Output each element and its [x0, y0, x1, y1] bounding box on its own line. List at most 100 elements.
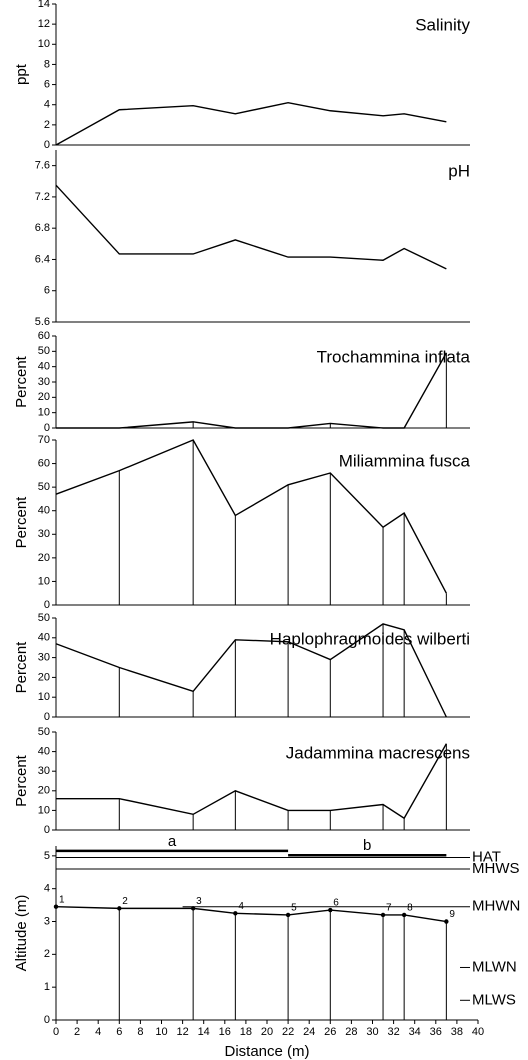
y-tick-label: 14 — [38, 0, 50, 10]
y-axis-label: ppt — [13, 63, 30, 85]
x-axis-label: Distance (m) — [224, 1043, 309, 1060]
y-tick-label: 30 — [38, 765, 50, 777]
station-label: 9 — [449, 909, 455, 920]
station-label: 6 — [333, 898, 339, 909]
x-tick-label: 36 — [430, 1026, 442, 1038]
station-point — [380, 912, 386, 918]
y-tick-label: 2 — [44, 948, 50, 960]
y-tick-label: 6.8 — [35, 222, 50, 234]
y-tick-label: 5.6 — [35, 316, 50, 328]
y-tick-label: 40 — [38, 746, 50, 758]
x-tick-label: 40 — [472, 1026, 484, 1038]
panel-title: Salinity — [415, 15, 470, 34]
x-tick-label: 4 — [95, 1026, 101, 1038]
y-tick-label: 10 — [38, 804, 50, 816]
x-tick-label: 18 — [240, 1026, 252, 1038]
y-tick-label: 2 — [44, 119, 50, 131]
y-tick-label: 50 — [38, 345, 50, 357]
data-line — [56, 743, 447, 820]
y-tick-label: 30 — [38, 528, 50, 540]
x-tick-label: 12 — [176, 1026, 188, 1038]
x-tick-label: 2 — [74, 1026, 80, 1038]
x-tick-label: 16 — [219, 1026, 231, 1038]
x-tick-label: 22 — [282, 1026, 294, 1038]
y-tick-label: 20 — [38, 785, 50, 797]
station-point — [285, 912, 291, 918]
x-tick-label: 10 — [155, 1026, 167, 1038]
station-label: 5 — [291, 903, 297, 914]
station-point — [233, 911, 238, 916]
y-tick-label: 30 — [38, 652, 50, 664]
y-tick-label: 7.2 — [35, 191, 50, 203]
x-tick-label: 32 — [387, 1026, 399, 1038]
station-label: 1 — [59, 894, 65, 905]
data-line — [55, 101, 447, 146]
data-line — [55, 439, 447, 594]
station-point — [190, 906, 196, 911]
y-tick-label: 20 — [38, 391, 50, 403]
y-axis-label: Percent — [13, 496, 30, 549]
panel-title: Miliammina fusca — [339, 451, 471, 470]
y-tick-label: 3 — [44, 915, 50, 927]
station-point — [328, 907, 333, 913]
station-label: 8 — [407, 903, 413, 914]
y-tick-label: 6.4 — [35, 253, 50, 265]
y-axis-label: Percent — [13, 355, 30, 408]
x-tick-label: 8 — [137, 1026, 143, 1038]
x-tick-label: 14 — [198, 1026, 210, 1038]
x-tick-label: 34 — [409, 1026, 421, 1038]
station-point — [117, 906, 122, 911]
y-tick-label: 10 — [38, 38, 50, 50]
y-tick-label: 1 — [44, 981, 50, 993]
y-tick-label: 50 — [38, 481, 50, 493]
y-tick-label: 12 — [38, 18, 50, 30]
tide-level-label: MLWS — [472, 991, 516, 1008]
x-tick-label: 6 — [116, 1026, 122, 1038]
y-tick-label: 0 — [44, 1014, 50, 1026]
y-tick-label: 6 — [44, 78, 50, 90]
y-tick-label: 60 — [38, 330, 50, 342]
x-tick-label: 30 — [366, 1026, 378, 1038]
station-point — [53, 904, 59, 909]
y-tick-label: 7.6 — [35, 160, 50, 172]
group-label: b — [363, 837, 371, 854]
data-line — [55, 623, 447, 718]
x-tick-label: 0 — [53, 1026, 59, 1038]
y-axis-label: Percent — [13, 641, 30, 694]
y-axis-label: Percent — [13, 754, 30, 807]
y-tick-label: 50 — [38, 612, 50, 624]
x-tick-label: 26 — [324, 1026, 336, 1038]
panel-title: pH — [448, 161, 470, 180]
panel-title: Trochammina inflata — [317, 347, 471, 366]
station-label: 3 — [196, 896, 202, 907]
station-point — [401, 912, 407, 918]
station-label: 7 — [386, 903, 392, 914]
station-label: 2 — [122, 896, 128, 907]
panel-title: Jadammina macrescens — [286, 743, 470, 762]
y-tick-label: 5 — [44, 850, 50, 862]
x-tick-label: 38 — [451, 1026, 463, 1038]
y-tick-label: 8 — [44, 58, 50, 70]
y-tick-label: 0 — [44, 824, 50, 836]
tide-level-label: MHWS — [472, 860, 520, 877]
data-line — [56, 352, 447, 429]
tide-level-label: MHWN — [472, 898, 520, 915]
tide-level-label: MLWN — [472, 958, 517, 975]
x-tick-label: 20 — [261, 1026, 273, 1038]
y-axis-label: Altitude (m) — [13, 895, 30, 972]
y-tick-label: 0 — [44, 599, 50, 611]
y-tick-label: 0 — [44, 139, 50, 151]
y-tick-label: 40 — [38, 361, 50, 373]
y-tick-label: 50 — [38, 726, 50, 738]
y-tick-label: 4 — [44, 99, 50, 111]
data-line — [55, 184, 447, 270]
y-tick-label: 30 — [38, 376, 50, 388]
y-tick-label: 0 — [44, 422, 50, 434]
station-point — [444, 919, 449, 924]
panel-title: Haplophragmoides wilberti — [270, 629, 470, 648]
y-tick-label: 10 — [38, 575, 50, 587]
y-tick-label: 10 — [38, 691, 50, 703]
y-tick-label: 40 — [38, 632, 50, 644]
y-tick-label: 20 — [38, 552, 50, 564]
